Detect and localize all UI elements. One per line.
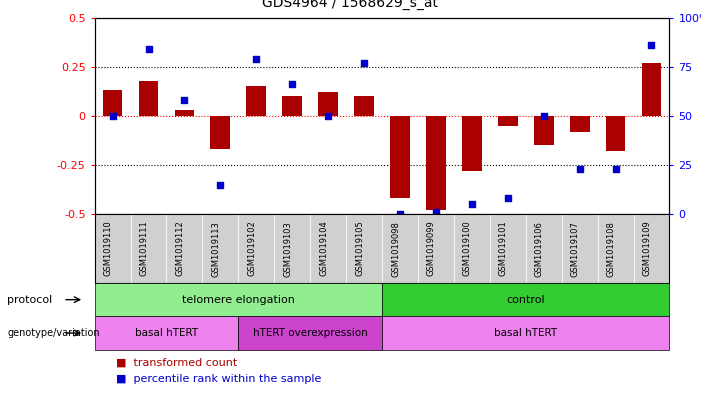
Text: GSM1019108: GSM1019108 (606, 220, 615, 277)
Text: GSM1019103: GSM1019103 (283, 220, 292, 277)
Point (179, 97, 190, 103)
Bar (390, 116, 410, 198)
Point (143, 46, 154, 52)
Text: GSM1019102: GSM1019102 (247, 221, 257, 276)
Text: GSM1019106: GSM1019106 (535, 220, 544, 277)
Text: GSM1019100: GSM1019100 (463, 221, 472, 276)
Point (395, 211, 406, 217)
Text: GSM1019101: GSM1019101 (499, 221, 508, 276)
Bar (318, 92, 338, 116)
Text: GSM1019105: GSM1019105 (355, 221, 364, 276)
Text: GSM1019111: GSM1019111 (139, 221, 149, 276)
Text: ■  transformed count: ■ transformed count (116, 357, 237, 367)
Bar (283, 96, 302, 116)
Text: GSM1019099: GSM1019099 (427, 221, 436, 276)
Point (322, 113, 334, 119)
Bar (534, 116, 554, 145)
Text: GDS4964 / 1568629_s_at: GDS4964 / 1568629_s_at (262, 0, 439, 10)
Point (251, 56, 262, 62)
Point (358, 60, 369, 66)
Text: genotype/variation: genotype/variation (7, 328, 100, 338)
Point (646, 42, 657, 48)
Bar (175, 110, 194, 116)
Bar (247, 86, 266, 116)
Bar (462, 116, 482, 171)
Bar (641, 63, 661, 116)
Bar (210, 116, 230, 149)
Text: GSM1019110: GSM1019110 (104, 221, 113, 276)
Text: basal hTERT: basal hTERT (494, 328, 557, 338)
Text: GSM1019107: GSM1019107 (571, 220, 580, 277)
Bar (498, 116, 517, 126)
Text: hTERT overexpression: hTERT overexpression (253, 328, 367, 338)
Bar (354, 96, 374, 116)
Text: control: control (506, 295, 545, 305)
Point (610, 166, 621, 172)
Bar (103, 90, 123, 116)
Point (466, 201, 477, 208)
Point (430, 209, 442, 215)
Point (215, 182, 226, 188)
Text: basal hTERT: basal hTERT (135, 328, 198, 338)
Bar (426, 116, 446, 210)
Text: GSM1019104: GSM1019104 (319, 221, 328, 276)
Text: GSM1019112: GSM1019112 (175, 221, 184, 276)
Point (502, 195, 513, 202)
Bar (139, 81, 158, 116)
Text: ■  percentile rank within the sample: ■ percentile rank within the sample (116, 374, 321, 384)
Text: GSM1019113: GSM1019113 (212, 220, 220, 277)
Text: GSM1019109: GSM1019109 (643, 221, 651, 276)
Point (287, 81, 298, 88)
Point (107, 113, 118, 119)
Text: protocol: protocol (7, 295, 53, 305)
Point (538, 113, 550, 119)
Text: telomere elongation: telomere elongation (182, 295, 295, 305)
Bar (570, 116, 590, 132)
Point (574, 166, 585, 172)
Text: GSM1019098: GSM1019098 (391, 220, 400, 277)
Bar (606, 116, 625, 151)
